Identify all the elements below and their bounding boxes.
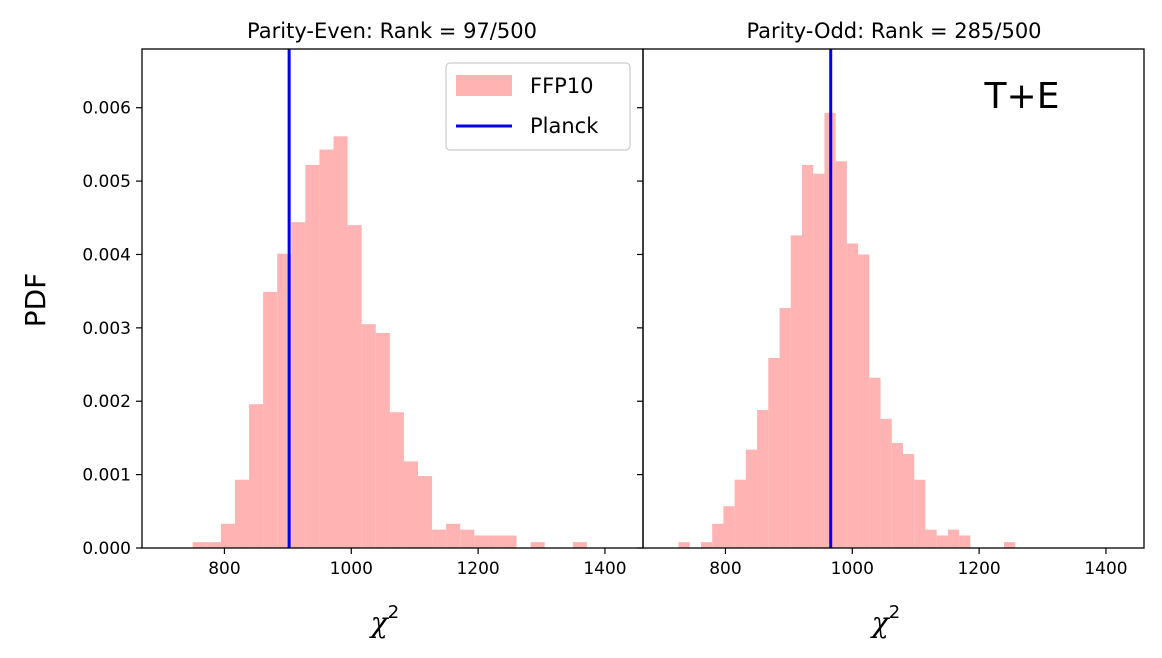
right-xlabel: χ2 — [870, 602, 900, 639]
left-hist-bar — [474, 535, 489, 548]
left-hist-bar — [291, 222, 306, 548]
left-title: Parity-Even: Rank = 97/500 — [247, 19, 537, 43]
right-hist-bar — [757, 410, 769, 548]
legend-planck-label: Planck — [530, 114, 599, 138]
right-x-axis: 800 1000 1200 1400 — [709, 548, 1128, 579]
y-tick-label: 0.005 — [82, 172, 131, 192]
left-x-tick-label: 1000 — [330, 559, 373, 579]
right-hist-bar — [745, 449, 758, 548]
y-tick-label: 0.004 — [82, 245, 131, 265]
right-axes-frame — [642, 48, 1145, 549]
panel-right: Parity-Odd: Rank = 285/500 800 1000 1200 14… — [637, 19, 1145, 639]
right-hist-bar — [891, 443, 904, 548]
left-hist-bar — [249, 404, 264, 548]
legend-ffp10-swatch — [456, 75, 512, 96]
left-hist-bar — [192, 542, 207, 548]
right-hist-bar — [925, 529, 937, 548]
left-hist-bar — [319, 149, 334, 548]
right-y-axis-ticks — [637, 107, 643, 549]
right-hist-bar — [813, 173, 825, 548]
right-x-tick-label: 1400 — [1084, 559, 1127, 579]
left-x-axis: 800 1000 1200 1400 — [208, 548, 627, 579]
right-x-tick-label: 1000 — [831, 559, 874, 579]
left-hist-bar — [263, 291, 278, 548]
left-histogram — [192, 136, 587, 549]
y-tick-label: 0.000 — [82, 539, 131, 559]
y-tick-label: 0.006 — [82, 99, 131, 119]
left-y-axis: 0.000 0.001 0.002 0.003 0.004 0.005 0.006 — [82, 99, 142, 559]
right-hist-bar — [846, 243, 859, 548]
legend-ffp10-label: FFP10 — [530, 74, 594, 98]
right-hist-bar — [779, 308, 791, 548]
left-hist-bar — [333, 136, 348, 548]
y-tick-label: 0.001 — [82, 466, 131, 486]
right-hist-bar — [712, 523, 724, 548]
left-x-tick-label: 1400 — [583, 559, 626, 579]
left-hist-bar — [502, 535, 517, 548]
y-tick-label: 0.002 — [82, 392, 131, 412]
right-hist-bar — [903, 454, 915, 548]
left-hist-bar — [530, 542, 545, 548]
left-hist-bar — [572, 542, 587, 548]
left-hist-bar — [361, 324, 376, 548]
right-hist-bar — [947, 529, 960, 548]
left-x-tick-label: 800 — [208, 559, 240, 579]
right-x-tick-label: 1200 — [957, 559, 1000, 579]
right-hist-bar — [801, 164, 814, 548]
left-hist-bar — [220, 523, 235, 548]
right-hist-bar — [858, 254, 870, 548]
right-hist-bar — [880, 418, 892, 548]
legend: FFP10 Planck — [445, 62, 631, 151]
right-hist-bar — [768, 357, 780, 548]
right-hist-bar — [700, 542, 713, 548]
right-hist-bar — [914, 479, 926, 548]
y-tick-label: 0.003 — [82, 319, 131, 339]
left-hist-bar — [375, 332, 390, 548]
right-hist-bar — [678, 542, 690, 548]
right-hist-bar — [936, 535, 948, 548]
right-hist-bar — [723, 506, 735, 548]
right-hist-bar — [869, 377, 881, 548]
right-x-tick-label: 800 — [709, 559, 741, 579]
left-hist-bar — [417, 476, 433, 548]
panel-left: Parity-Even: Rank = 97/500 800 1000 1200 14… — [19, 19, 644, 639]
right-hist-bar — [734, 479, 746, 548]
left-hist-bar — [234, 479, 250, 548]
left-hist-bar — [305, 164, 320, 548]
left-hist-bar — [488, 535, 503, 548]
right-hist-bar — [1004, 542, 1016, 548]
left-hist-bar — [403, 461, 418, 548]
left-hist-bar — [347, 225, 362, 548]
right-histogram — [678, 112, 1016, 548]
left-hist-bar — [432, 529, 447, 548]
left-x-tick-label: 1200 — [456, 559, 499, 579]
right-title: Parity-Odd: Rank = 285/500 — [746, 19, 1041, 43]
left-xlabel: χ2 — [369, 602, 399, 639]
right-hist-bar — [790, 235, 802, 548]
left-hist-bar — [446, 523, 461, 548]
right-hist-bar — [835, 161, 847, 548]
right-hist-bar — [959, 535, 971, 548]
te-annotation: T+E — [984, 76, 1060, 117]
y-axis-label: PDF — [19, 273, 52, 328]
left-hist-bar — [460, 529, 475, 548]
left-hist-bar — [206, 542, 221, 548]
left-hist-bar — [389, 412, 404, 548]
